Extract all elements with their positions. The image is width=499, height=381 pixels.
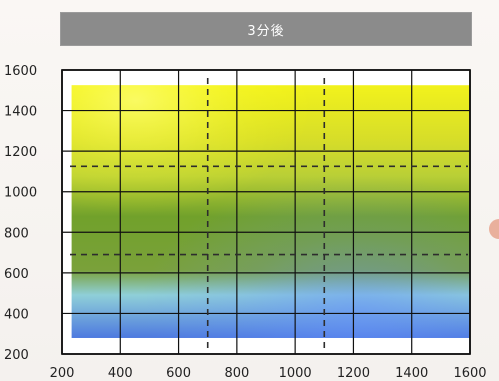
- y-tick-label-3: 1000: [4, 186, 37, 201]
- x-tick-label-5: 1200: [337, 366, 370, 381]
- y-tick-label-4: 800: [4, 226, 29, 241]
- x-tick-label-3: 800: [224, 366, 249, 381]
- y-tick-label-6: 400: [4, 307, 29, 322]
- y-tick-label-1: 1400: [4, 105, 37, 120]
- x-tick-label-6: 1400: [395, 366, 428, 381]
- x-tick-label-2: 600: [166, 366, 191, 381]
- chart-title-bar: 3分後: [60, 12, 472, 46]
- plot-border: [61, 69, 471, 355]
- x-tick-label-0: 200: [50, 366, 75, 381]
- y-tick-label-5: 600: [4, 267, 29, 282]
- partial-circle-icon: [489, 219, 499, 239]
- x-tick-label-1: 400: [108, 366, 133, 381]
- x-tick-label-7: 1600: [453, 366, 486, 381]
- y-tick-label-0: 1600: [4, 64, 37, 79]
- x-tick-label-4: 1000: [279, 366, 312, 381]
- y-tick-label-7: 200: [4, 348, 29, 363]
- chart-title: 3分後: [247, 23, 285, 39]
- y-tick-label-2: 1200: [4, 145, 37, 160]
- heatmap-lower-highlight: [71, 85, 471, 338]
